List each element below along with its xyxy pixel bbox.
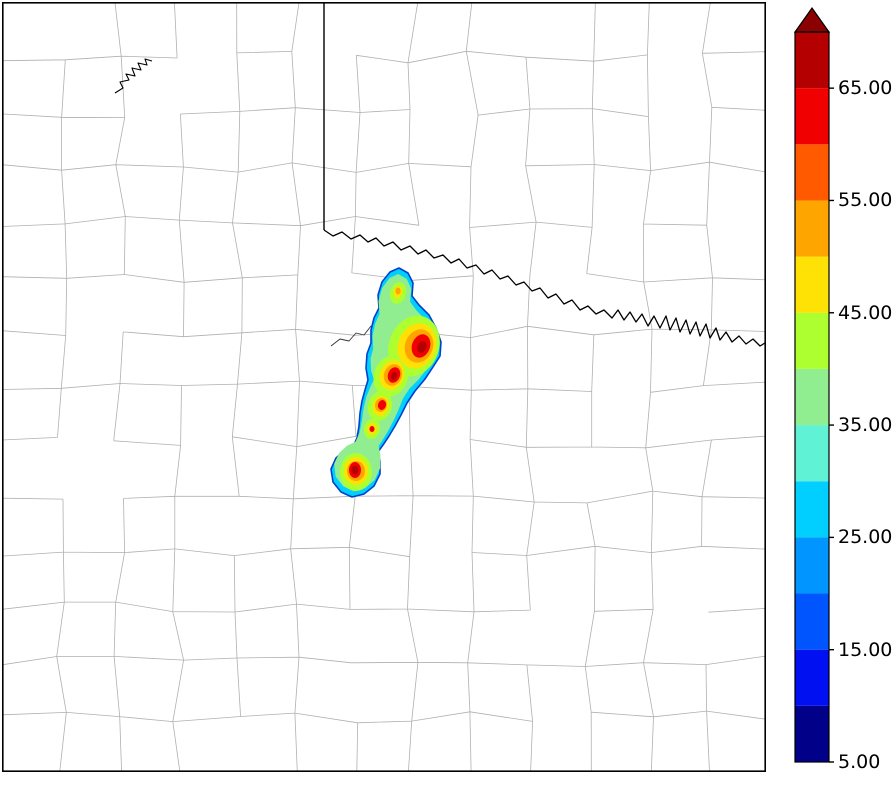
colorbar-segment [795, 368, 829, 426]
colorbar-segment [795, 88, 829, 145]
colorbar-tick-label: 45.00 [838, 301, 893, 324]
colorbar-frame [794, 31, 830, 763]
map-plot [2, 2, 766, 772]
colorbar-tick-label: 65.00 [838, 77, 893, 100]
colorbar-segment [795, 425, 829, 482]
river-segment-near-storm [330, 325, 379, 347]
colorbar-segment [795, 144, 829, 201]
storm-core-red [369, 426, 375, 432]
colorbar-segment [795, 256, 829, 313]
colorbar-segment [795, 200, 829, 257]
storm-core-darkred [417, 341, 427, 353]
colorbar-segment [795, 537, 829, 594]
colorbar-segment [795, 32, 829, 89]
colorbar [793, 6, 834, 763]
storm-core-darkred [351, 465, 359, 475]
storm-core-darkred [390, 372, 398, 380]
colorbar-tick-label: 5.00 [838, 751, 881, 773]
colorbar-segments [795, 32, 829, 762]
county-boundaries [2, 2, 766, 772]
river-squiggle-northwest [114, 58, 153, 94]
storm-core-red [377, 400, 387, 410]
colorbar-segment [795, 593, 829, 650]
colorbar-tick-label: 15.00 [838, 638, 893, 661]
colorbar-tick-label: 25.00 [838, 526, 893, 549]
map-frame [2, 2, 766, 772]
colorbar-segment [795, 649, 829, 706]
colorbar-segment [795, 705, 829, 762]
colorbar-tick-label: 55.00 [838, 189, 893, 212]
colorbar-segment [795, 312, 829, 369]
storm-band-orange [395, 287, 401, 295]
state-border-river [323, 229, 766, 347]
colorbar-tick-label: 35.00 [838, 414, 893, 437]
colorbar-segment [795, 481, 829, 538]
storm-cell [330, 267, 442, 498]
colorbar-extend-arrow [793, 6, 831, 33]
